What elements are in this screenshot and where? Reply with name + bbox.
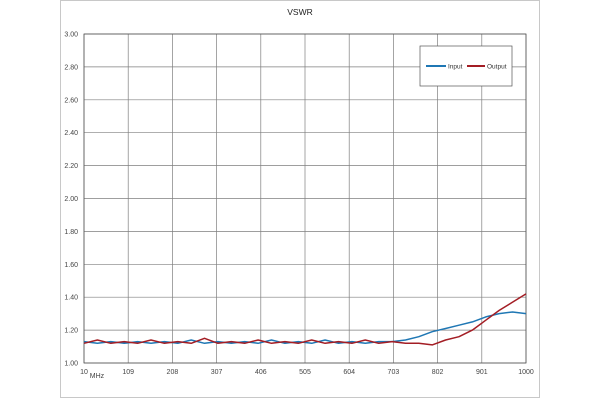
x-axis-ticks: 10 109 208 307 406 505 604 703 802 901 1000 — [80, 369, 534, 376]
y-tick-label: 2.20 — [64, 163, 78, 170]
series-line-input — [83, 311, 527, 345]
series-line-output — [83, 293, 527, 346]
x-tick-label: 802 — [432, 369, 444, 376]
x-tick-label: 703 — [388, 369, 400, 376]
chart-title: VSWR — [287, 7, 313, 17]
legend: Input Output — [419, 45, 513, 87]
y-tick-label: 1.20 — [64, 328, 78, 335]
y-tick-label: 1.60 — [64, 262, 78, 269]
legend-label-output: Output — [487, 64, 507, 71]
x-tick-label: 901 — [476, 369, 488, 376]
x-tick-label: 406 — [255, 369, 267, 376]
x-tick-label: 109 — [122, 369, 134, 376]
y-tick-label: 2.00 — [64, 196, 78, 203]
y-tick-label: 1.80 — [64, 229, 78, 236]
x-tick-label: 208 — [167, 369, 179, 376]
y-tick-label: 3.00 — [64, 32, 78, 39]
x-tick-label: 1000 — [518, 369, 534, 376]
legend-label-input: Input — [448, 64, 463, 71]
x-tick-label: 10 — [80, 369, 88, 376]
y-tick-label: 2.80 — [64, 64, 78, 71]
plot-area — [83, 33, 527, 364]
x-axis-label: MHz — [90, 373, 105, 380]
series-lines — [83, 293, 527, 346]
x-tick-label: 307 — [211, 369, 223, 376]
y-axis-ticks: 1.00 1.20 1.40 1.60 1.80 2.00 2.20 2.40 2.60 2.80… — [64, 32, 78, 368]
y-tick-label: 2.40 — [64, 130, 78, 137]
x-tick-label: 604 — [343, 369, 355, 376]
y-tick-label: 1.40 — [64, 295, 78, 302]
y-tick-label: 2.60 — [64, 97, 78, 104]
x-tick-label: 505 — [299, 369, 311, 376]
y-tick-label: 1.00 — [64, 361, 78, 368]
